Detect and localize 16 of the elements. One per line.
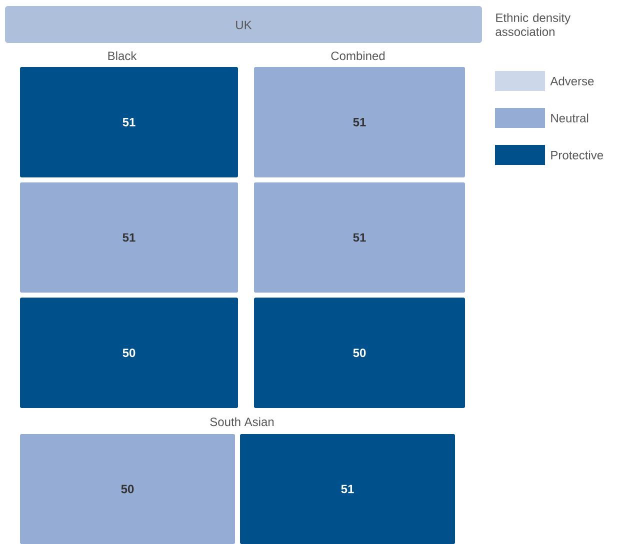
legend-label: Adverse [550,76,594,86]
text: Black [108,51,137,60]
legend-title: Ethnic density association [496,13,571,36]
text: UK [236,20,252,30]
data-label: 51 [122,233,136,242]
data-label: 50 [353,348,366,358]
legend-label: Neutral [551,114,588,122]
text: South Asian [210,417,274,426]
data-label: 51 [353,118,366,126]
data-label: 50 [122,348,136,358]
data-label: 50 [121,484,134,494]
data-label: 51 [122,118,136,126]
data-label: 51 [353,233,366,242]
text: Combined [331,51,385,60]
legend-label: Protective [551,150,604,160]
data-label: 51 [341,484,354,494]
